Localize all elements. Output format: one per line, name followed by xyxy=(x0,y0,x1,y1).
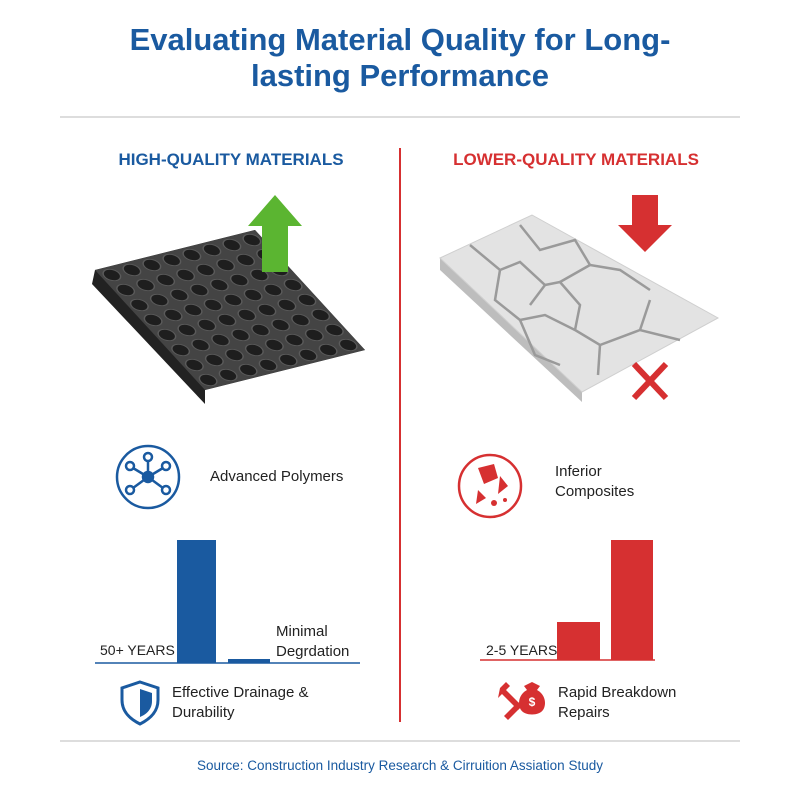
slab-hole xyxy=(237,308,257,322)
slab-hole xyxy=(162,253,182,267)
slab-hole xyxy=(122,263,142,277)
slab-hole xyxy=(157,328,177,342)
slab-hole xyxy=(244,343,264,357)
shield-icon xyxy=(120,680,160,726)
slab-hole xyxy=(216,258,236,272)
slab-hole xyxy=(284,333,304,347)
slab-hole xyxy=(129,298,149,312)
slab-hole xyxy=(209,278,229,292)
slab-hole xyxy=(218,368,238,382)
slab-hole xyxy=(283,278,303,292)
source: Source: Construction Industry Research &… xyxy=(197,758,603,773)
slab-hole xyxy=(304,328,324,342)
slab-hole xyxy=(136,278,156,292)
slab-hole xyxy=(278,353,298,367)
slab-hole xyxy=(251,323,271,337)
slab-hole xyxy=(223,293,243,307)
slab-hole xyxy=(338,338,358,352)
polymer-icon xyxy=(115,444,181,510)
bar-label: 2-5 YEARS xyxy=(486,642,558,658)
slab-hole xyxy=(297,293,317,307)
slab-hole xyxy=(198,373,218,387)
slab-hole xyxy=(197,318,217,332)
slab-hole xyxy=(231,328,251,342)
slab-hole xyxy=(191,338,211,352)
slab-hole xyxy=(149,293,169,307)
slab-hole xyxy=(298,348,318,362)
slab-hole xyxy=(183,303,203,317)
slab-hole xyxy=(189,283,209,297)
x-mark xyxy=(631,361,669,401)
slab-hole xyxy=(217,313,237,327)
slab-hole xyxy=(318,343,338,357)
slab-hole xyxy=(271,318,291,332)
slab-hole xyxy=(196,263,216,277)
cracked-slab xyxy=(439,214,720,402)
slab-hole xyxy=(236,253,256,267)
slab-hole xyxy=(143,313,163,327)
footer-label: Effective Drainage & Durability xyxy=(172,684,309,721)
slab-hole xyxy=(171,343,191,357)
slab-hole xyxy=(258,358,278,372)
slab-hole xyxy=(203,298,223,312)
composite-icon xyxy=(457,453,523,519)
feature-label: Advanced Polymers xyxy=(210,468,344,485)
slab-hole xyxy=(242,233,262,247)
down-arrow xyxy=(618,195,672,252)
low-quality-bars xyxy=(480,540,655,661)
slab-hole xyxy=(263,283,283,297)
high-quality-bars xyxy=(95,540,360,664)
up-arrow xyxy=(248,195,302,272)
repair-icon: $ xyxy=(498,682,545,720)
slab-hole xyxy=(177,323,197,337)
slab-hole xyxy=(182,248,202,262)
slab-hole xyxy=(229,273,249,287)
slab-hole xyxy=(211,333,231,347)
slab-hole xyxy=(238,363,258,377)
slab-hole xyxy=(184,358,204,372)
bar-label: 50+ YEARS xyxy=(100,642,175,658)
slab-hole xyxy=(163,308,183,322)
slab-hole xyxy=(249,268,269,282)
slab-hole xyxy=(311,308,331,322)
slab-hole xyxy=(243,288,263,302)
polymer-slab xyxy=(92,229,366,404)
slab-hole xyxy=(142,258,162,272)
slab-hole xyxy=(264,338,284,352)
feature-label: Inferior Composites xyxy=(555,463,635,500)
panel-heading: HIGH-QUALITY MATERIALS xyxy=(118,150,344,169)
slab-hole xyxy=(291,313,311,327)
footer-label: Rapid Breakdown Repairs xyxy=(558,684,677,721)
slab-hole xyxy=(222,238,242,252)
svg-text:$: $ xyxy=(529,695,536,709)
slab-hole xyxy=(224,348,244,362)
slab-hole xyxy=(277,298,297,312)
slab-hole xyxy=(169,288,189,302)
slab-hole xyxy=(176,268,196,282)
panel-heading: LOWER-QUALITY MATERIALS xyxy=(453,150,699,169)
slab-hole xyxy=(257,303,277,317)
slab-hole xyxy=(116,283,136,297)
title: Evaluating Material Quality for Long-las… xyxy=(129,22,671,93)
slab-hole xyxy=(204,353,224,367)
slab-hole xyxy=(102,268,122,282)
slab-hole xyxy=(156,273,176,287)
slab-hole xyxy=(324,323,344,337)
bar-label: Minimal Degrdation xyxy=(276,623,350,660)
slab-hole xyxy=(202,243,222,257)
